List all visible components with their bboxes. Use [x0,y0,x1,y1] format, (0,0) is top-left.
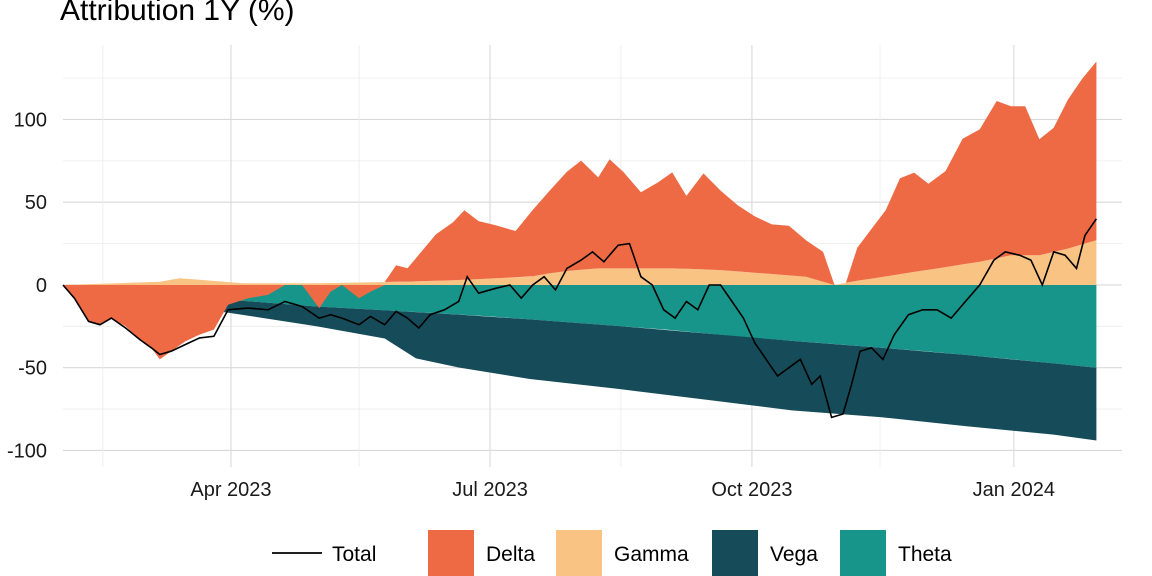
legend-theta-key [840,530,886,576]
x-tick-label: Apr 2023 [190,479,271,501]
legend-delta-key [428,530,474,576]
y-tick-label: 0 [36,275,47,297]
theta-area [63,285,1097,368]
x-tick-label: Jan 2024 [973,479,1055,501]
legend-vega-label: Vega [770,543,818,566]
y-tick-label: -100 [7,440,47,462]
axis-labels: 100 50 0 -50 -100 Apr 2023 Jul 2023 Oct 2023 Jan… [7,109,1055,501]
gamma-area [63,240,1097,285]
x-tick-label: Oct 2023 [711,479,792,501]
legend-delta-label: Delta [486,543,535,566]
legend-gamma-key [556,530,602,576]
chart-title: Attribution 1Y (%) [60,0,295,27]
x-tick-label: Jul 2023 [452,479,528,501]
legend: Total Delta Gamma Vega Theta [272,530,952,576]
legend-theta-label: Theta [898,543,952,566]
stacked-areas [63,61,1097,441]
y-tick-label: 50 [25,192,47,214]
vega-area [63,285,1097,441]
total-line-layer [62,218,1098,419]
delta-negative-area [63,285,1097,360]
legend-total-label: Total [332,543,376,566]
total-line [62,218,1098,419]
delta-area [63,61,1097,285]
legend-gamma-label: Gamma [614,543,689,566]
legend-vega-key [712,530,758,576]
y-tick-label: -50 [18,358,47,380]
y-tick-label: 100 [14,109,47,131]
